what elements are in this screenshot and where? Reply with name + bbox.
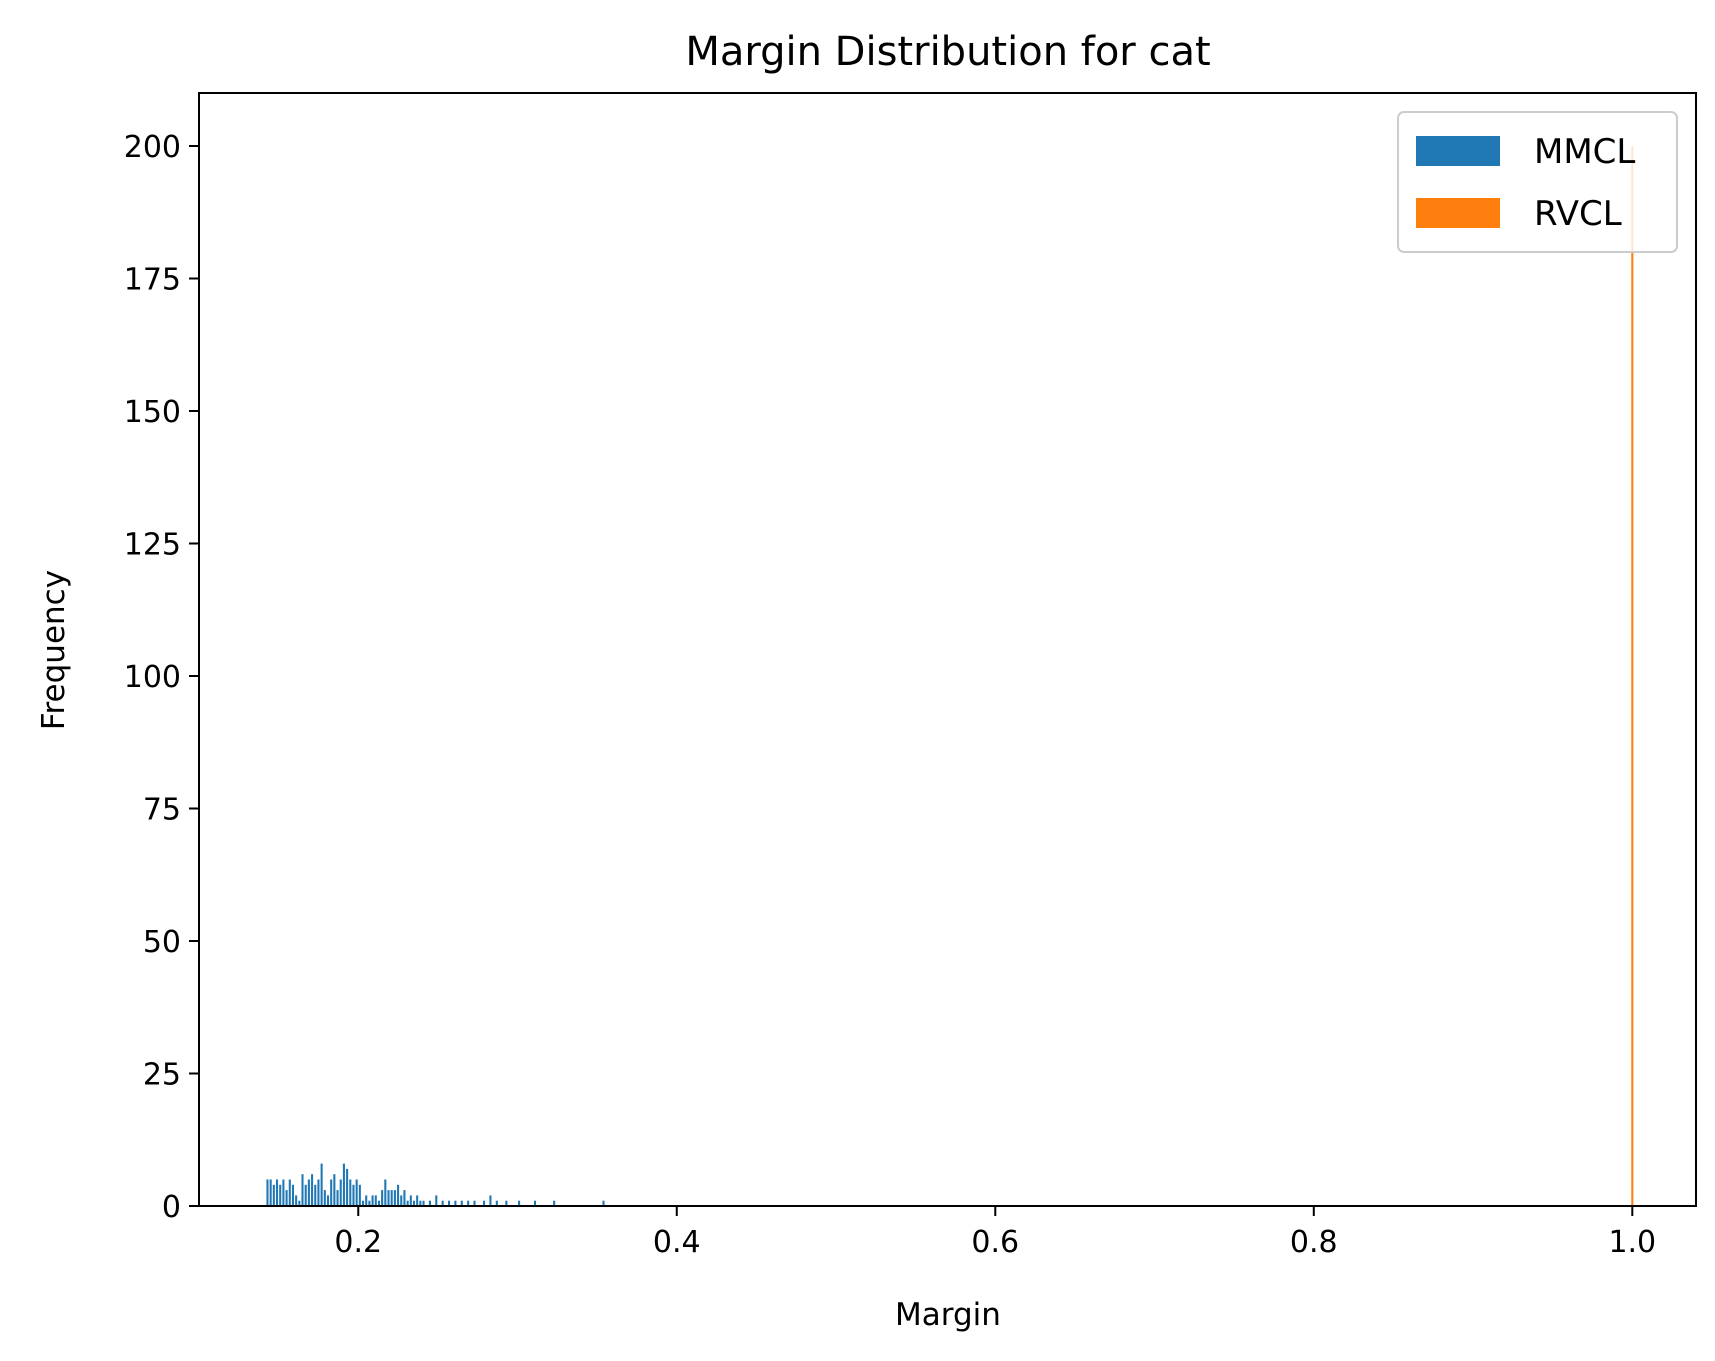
x-axis-ticks: 0.2 0.4 0.6 0.8 1.0 (334, 1206, 1656, 1260)
mmcl-bar (336, 1190, 339, 1206)
mmcl-bar (473, 1200, 476, 1206)
mmcl-bar (282, 1179, 285, 1206)
mmcl-bar (448, 1200, 451, 1206)
y-tick-label: 50 (143, 925, 181, 960)
mmcl-bar (419, 1200, 422, 1206)
mmcl-bar (381, 1190, 384, 1206)
y-tick-label: 25 (143, 1058, 181, 1093)
legend-swatch-mmcl (1416, 136, 1500, 166)
mmcl-bar (326, 1195, 330, 1206)
legend-label-rvcl: RVCL (1534, 194, 1622, 234)
mmcl-bar (406, 1200, 409, 1206)
y-tick-label: 175 (124, 263, 181, 298)
mmcl-bar (301, 1174, 304, 1206)
mmcl-bar (285, 1190, 288, 1206)
mmcl-bar (393, 1190, 396, 1206)
plot-area (199, 93, 1696, 1206)
mmcl-bar (304, 1184, 307, 1206)
mmcl-bar (390, 1190, 393, 1206)
rvcl-bar (1631, 146, 1634, 1206)
legend: MMCL RVCL (1397, 111, 1678, 253)
x-tick-label: 0.2 (334, 1225, 382, 1260)
mmcl-bar (483, 1200, 486, 1206)
mmcl-bar (333, 1174, 336, 1206)
mmcl-bar (416, 1195, 419, 1206)
mmcl-bar (412, 1200, 416, 1206)
mmcl-bar (505, 1200, 508, 1206)
mmcl-bar (460, 1200, 463, 1206)
mmcl-bars (266, 1163, 605, 1206)
plot-frame (198, 92, 1697, 1207)
mmcl-bar (454, 1200, 457, 1206)
mmcl-bar (314, 1184, 317, 1206)
mmcl-bar (272, 1184, 275, 1206)
mmcl-bar (339, 1179, 342, 1206)
mmcl-bar (441, 1200, 444, 1206)
mmcl-bar (279, 1184, 282, 1206)
mmcl-bar (269, 1179, 272, 1206)
x-tick-label: 0.6 (971, 1225, 1019, 1260)
mmcl-bar (346, 1168, 349, 1206)
chart-title: Margin Distribution for cat (685, 29, 1210, 75)
mmcl-bar (489, 1195, 492, 1206)
mmcl-bar (323, 1190, 326, 1206)
mmcl-bar (298, 1200, 301, 1206)
mmcl-bar (342, 1163, 345, 1206)
y-tick-label: 75 (143, 793, 181, 828)
legend-label-mmcl: MMCL (1534, 132, 1635, 172)
mmcl-bar (428, 1200, 431, 1206)
x-tick-label: 1.0 (1608, 1225, 1656, 1260)
y-tick-label: 0 (162, 1190, 181, 1225)
mmcl-bar (495, 1200, 498, 1206)
mmcl-bar (362, 1200, 365, 1206)
mmcl-bar (295, 1195, 298, 1206)
mmcl-bar (291, 1184, 294, 1206)
rvcl-bars (1631, 146, 1634, 1206)
y-tick-label: 200 (124, 130, 181, 165)
mmcl-bar (320, 1163, 323, 1206)
mmcl-bar (387, 1190, 390, 1206)
mmcl-bar (397, 1184, 400, 1206)
mmcl-bar (400, 1195, 403, 1206)
mmcl-bar (266, 1179, 269, 1206)
mmcl-bar (403, 1190, 406, 1206)
mmcl-bar (355, 1179, 358, 1206)
mmcl-bar (384, 1179, 387, 1206)
mmcl-bar (311, 1174, 314, 1206)
y-tick-label: 100 (124, 660, 181, 695)
mmcl-bar (533, 1200, 537, 1206)
mmcl-bar (409, 1195, 412, 1206)
y-tick-label: 125 (124, 528, 181, 563)
x-tick-label: 0.4 (653, 1225, 701, 1260)
mmcl-bar (435, 1195, 438, 1206)
mmcl-bar (358, 1184, 361, 1206)
mmcl-bar (553, 1200, 556, 1206)
mmcl-bar (276, 1179, 279, 1206)
mmcl-bar (377, 1200, 380, 1206)
mmcl-bar (467, 1200, 470, 1206)
mmcl-bar (371, 1195, 374, 1206)
y-axis-ticks: 0 25 50 75 100 125 150 175 200 (124, 130, 199, 1225)
mmcl-bar (365, 1195, 368, 1206)
mmcl-bar (368, 1200, 371, 1206)
mmcl-bar (602, 1200, 605, 1206)
mmcl-bar (352, 1184, 355, 1206)
x-tick-label: 0.8 (1290, 1225, 1338, 1260)
mmcl-bar (288, 1179, 291, 1206)
mmcl-bar (374, 1195, 377, 1206)
mmcl-bar (349, 1179, 352, 1206)
legend-swatch-rvcl (1416, 198, 1500, 228)
mmcl-bar (422, 1200, 425, 1206)
mmcl-bar (317, 1179, 320, 1206)
mmcl-bar (518, 1200, 521, 1206)
x-axis-label: Margin (895, 1297, 1001, 1333)
mmcl-bar (330, 1179, 333, 1206)
y-axis-label: Frequency (36, 570, 72, 730)
mmcl-bar (307, 1179, 310, 1206)
y-tick-label: 150 (124, 395, 181, 430)
